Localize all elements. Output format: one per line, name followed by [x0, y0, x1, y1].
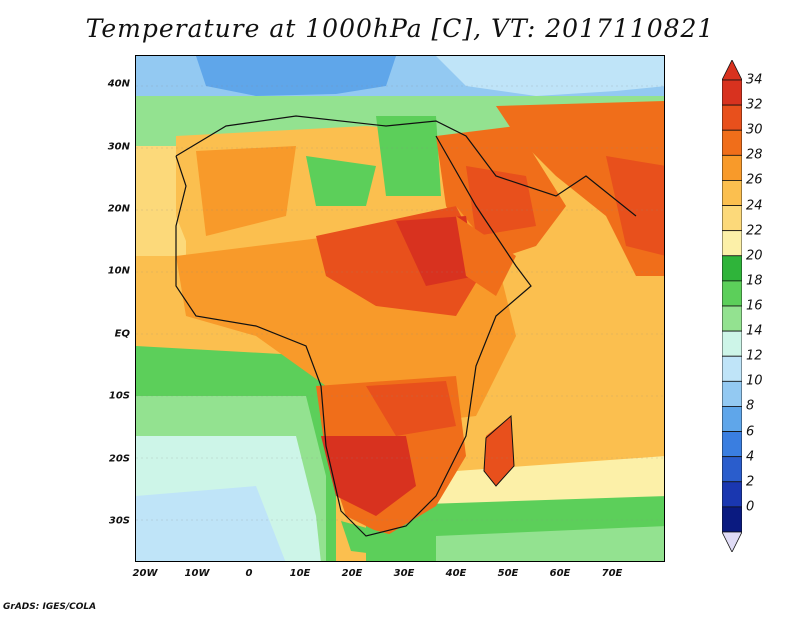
colorbar-swatch	[722, 280, 742, 307]
lat-label-eq: EQ	[114, 328, 130, 340]
colorbar-swatch	[722, 406, 742, 432]
colorbar-tick-label: 32	[746, 97, 763, 113]
colorbar-tick-label: 30	[746, 122, 763, 138]
lon-label-50e: 50E	[497, 568, 519, 579]
lon-label-60e: 60E	[549, 568, 571, 579]
colorbar-under-arrow	[722, 531, 742, 552]
colorbar-tick-label: 16	[746, 298, 763, 314]
lon-label-20w: 20W	[132, 568, 158, 579]
map-graticule	[136, 85, 664, 521]
colorbar-swatch	[722, 481, 742, 508]
colorbar-swatch	[722, 230, 742, 257]
colorbar-tick-label: 22	[746, 223, 763, 239]
colorbar-tick-label: 34	[746, 72, 763, 88]
lon-label-40e: 40E	[445, 568, 467, 579]
lat-label-30n: 30N	[107, 141, 130, 153]
lat-label-40n: 40N	[107, 78, 130, 90]
colorbar-tick-label: 12	[746, 348, 763, 364]
colorbar-over-arrow	[722, 60, 742, 81]
colorbar-tick-label: 4	[746, 449, 755, 465]
coastline	[175, 115, 637, 537]
lat-label-10s: 10S	[108, 390, 130, 402]
colorbar-swatch	[722, 154, 742, 181]
lat-label-10n: 10N	[107, 265, 130, 277]
colorbar-tick-label: 0	[746, 499, 755, 515]
colorbar-swatch	[722, 380, 742, 407]
colorbar-swatch	[722, 180, 742, 206]
colorbar-swatch	[722, 456, 742, 483]
colorbar-tick-label: 8	[746, 398, 755, 414]
lat-label-20s: 20S	[108, 453, 130, 465]
lon-label-0: 0	[245, 568, 253, 579]
lon-label-10e: 10E	[289, 568, 311, 579]
colorbar-tick-label: 20	[746, 248, 763, 264]
colorbar-tick-label: 24	[746, 198, 763, 214]
colorbar-swatch	[722, 330, 742, 357]
grads-credit: GrADS: IGES/COLA	[3, 602, 97, 612]
colorbar	[722, 60, 742, 552]
colorbar-tick-label: 10	[746, 373, 763, 389]
map-title: Temperature at 1000hPa [C], VT: 20171108…	[85, 14, 715, 43]
colorbar-tick-label: 26	[746, 172, 763, 188]
colorbar-swatch	[722, 205, 742, 232]
lon-label-10w: 10W	[184, 568, 210, 579]
colorbar-tick-label: 28	[746, 147, 763, 163]
colorbar-tick-label: 6	[746, 424, 755, 440]
colorbar-tick-label: 18	[746, 273, 763, 289]
lat-label-20n: 20N	[107, 203, 130, 215]
colorbar-swatch	[722, 431, 742, 458]
lon-label-70e: 70E	[601, 568, 623, 579]
colorbar-swatch	[722, 305, 742, 332]
lat-label-30s: 30S	[108, 515, 130, 527]
colorbar-tick-label: 14	[746, 323, 763, 339]
colorbar-swatch	[722, 79, 742, 106]
temperature-map	[135, 55, 665, 562]
colorbar-swatch	[722, 506, 742, 533]
lon-label-30e: 30E	[393, 568, 415, 579]
lon-label-20e: 20E	[341, 568, 363, 579]
colorbar-swatch	[722, 129, 742, 156]
colorbar-swatch	[722, 104, 742, 131]
colorbar-tick-label: 2	[746, 474, 755, 490]
colorbar-swatch	[722, 255, 742, 282]
colorbar-swatch	[722, 355, 742, 382]
